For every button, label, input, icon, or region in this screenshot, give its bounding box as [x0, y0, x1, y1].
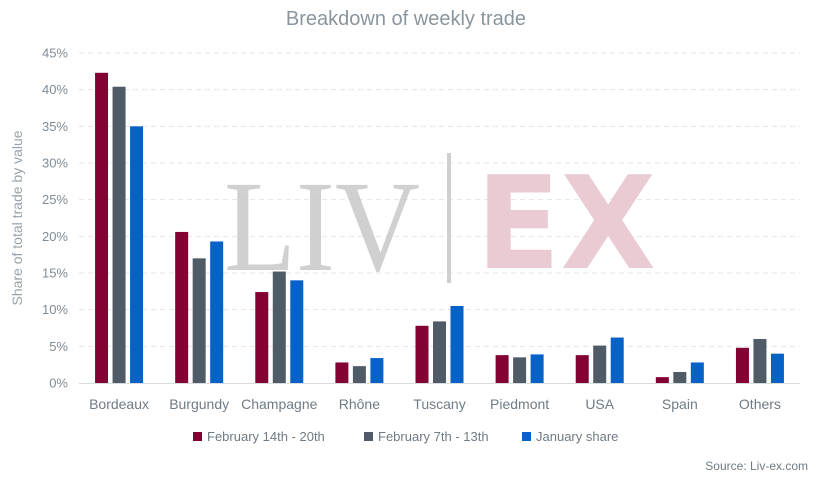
y-tick-label: 45%	[42, 46, 68, 61]
watermark-liv: LIV	[224, 155, 420, 299]
bar-3	[450, 306, 464, 383]
bar-2	[192, 258, 206, 383]
legend-label: January share	[536, 429, 618, 444]
bar-2	[352, 366, 366, 383]
x-tick-label: Spain	[662, 396, 698, 412]
bar-3	[290, 280, 304, 383]
y-tick-label: 15%	[42, 266, 68, 281]
legend: February 14th - 20th February 7th - 13th J…	[193, 429, 618, 444]
bar-3	[610, 337, 624, 383]
legend-swatch	[364, 432, 373, 441]
x-axis-categories: Bordeaux Burgundy Champagne Rhône Tuscany Pie…	[89, 396, 781, 412]
x-tick-label: Champagne	[241, 396, 317, 412]
legend-label: February 14th - 20th	[207, 429, 325, 444]
bar-3	[530, 354, 544, 383]
bar-3	[690, 362, 704, 383]
bar-1	[575, 355, 589, 383]
chart-title: Breakdown of weekly trade	[286, 8, 526, 30]
y-tick-label: 0%	[49, 376, 68, 391]
y-axis-label: Share of total trade by value	[9, 130, 25, 305]
bar-3	[370, 358, 384, 383]
y-tick-label: 20%	[42, 229, 68, 244]
bar-2	[753, 339, 767, 383]
bar-2	[433, 321, 446, 383]
y-tick-label: 10%	[42, 302, 68, 317]
watermark-ex: EX	[476, 150, 656, 299]
source-note: Source: Liv-ex.com	[705, 459, 808, 473]
x-tick-label: USA	[585, 396, 614, 412]
x-tick-label: Tuscany	[413, 396, 465, 412]
bar-1	[95, 72, 109, 384]
x-tick-label: Others	[739, 396, 781, 412]
legend-swatch	[522, 432, 531, 441]
bar-1	[655, 377, 669, 383]
y-tick-label: 25%	[42, 192, 68, 207]
bar-2	[112, 86, 126, 383]
bar-3	[770, 353, 784, 383]
bar-3	[130, 126, 144, 383]
x-tick-label: Burgundy	[169, 396, 229, 412]
bar-1	[735, 347, 749, 383]
y-tick-label: 40%	[42, 82, 68, 97]
bar-1	[335, 362, 349, 383]
bar-2	[513, 357, 527, 383]
bar-1	[495, 355, 509, 383]
bar-2	[272, 271, 286, 383]
y-tick-label: 30%	[42, 156, 68, 171]
bar-1	[255, 292, 269, 383]
y-tick-label: 5%	[49, 339, 68, 354]
bars	[95, 72, 784, 384]
bar-3	[210, 241, 224, 383]
legend-swatch	[193, 432, 202, 441]
bar-1	[175, 231, 189, 383]
watermark-divider	[447, 153, 451, 283]
legend-label: February 7th - 13th	[378, 429, 489, 444]
bar-1	[415, 325, 429, 383]
y-tick-label: 35%	[42, 119, 68, 134]
liv-ex-watermark: LIV EX	[224, 150, 656, 299]
bar-2	[673, 372, 687, 383]
bar-2	[593, 345, 607, 383]
x-tick-label: Piedmont	[490, 396, 549, 412]
x-tick-label: Bordeaux	[89, 396, 149, 412]
x-tick-label: Rhône	[339, 396, 380, 412]
y-axis-ticks: 0% 5% 10% 15% 20% 25% 30% 35% 40% 45%	[42, 46, 68, 391]
